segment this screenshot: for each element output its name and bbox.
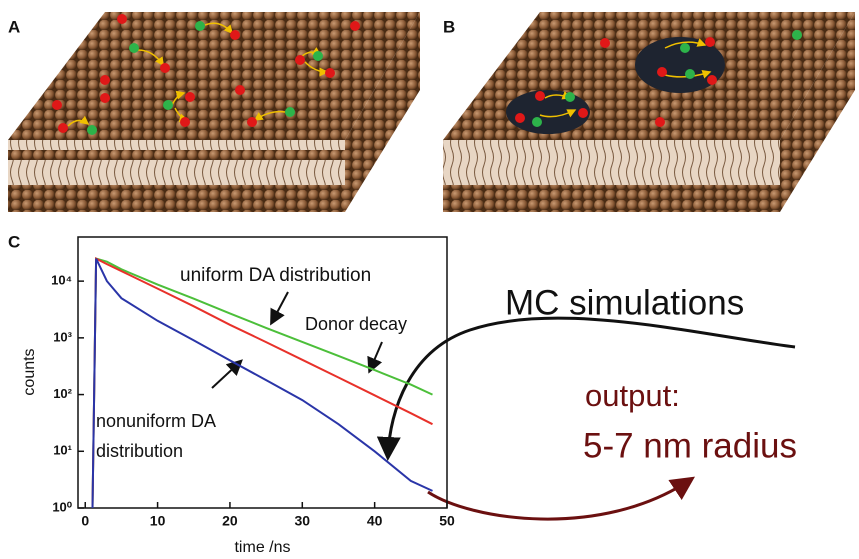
x-tick-label: 10 bbox=[150, 513, 166, 529]
arrows bbox=[212, 292, 795, 519]
x-axis-label: time /ns bbox=[234, 539, 290, 556]
annotation: 5-7 nm radius bbox=[583, 426, 797, 465]
annotation: MC simulations bbox=[505, 283, 744, 322]
membrane-a bbox=[8, 12, 420, 212]
annotation: uniform DA distribution bbox=[180, 265, 371, 286]
annotation: output: bbox=[585, 378, 680, 413]
annotation: nonuniform DA bbox=[96, 411, 216, 431]
x-tick-label: 40 bbox=[367, 513, 383, 529]
y-tick-label: 10⁰ bbox=[52, 499, 72, 514]
x-tick-label: 30 bbox=[295, 513, 311, 529]
panel-label: A bbox=[8, 17, 20, 36]
y-tick-label: 10⁴ bbox=[51, 273, 72, 288]
y-tick-label: 10³ bbox=[53, 329, 72, 344]
y-tick-label: 10² bbox=[53, 386, 72, 401]
figure: A B C 0 10 20 30 40 50 10⁰ 10¹ 10² 10³ 10⁴ time /ns cou… bbox=[0, 0, 859, 559]
annotation: Donor decay bbox=[305, 314, 407, 334]
series-line bbox=[93, 259, 433, 508]
x-tick-label: 0 bbox=[81, 513, 89, 529]
x-tick-label: 20 bbox=[222, 513, 238, 529]
y-tick-label: 10¹ bbox=[53, 443, 72, 458]
page: A B C 0 10 20 30 40 50 10⁰ 10¹ 10² 10³ 10⁴ time /ns cou… bbox=[0, 0, 859, 559]
y-axis-label: counts bbox=[21, 348, 38, 395]
membrane-b bbox=[443, 12, 855, 212]
series-line bbox=[93, 259, 433, 508]
annotation: distribution bbox=[96, 441, 183, 461]
panel-label: C bbox=[8, 232, 20, 251]
panel-label: B bbox=[443, 17, 455, 36]
series-line bbox=[93, 259, 433, 508]
x-tick-label: 50 bbox=[439, 513, 455, 529]
